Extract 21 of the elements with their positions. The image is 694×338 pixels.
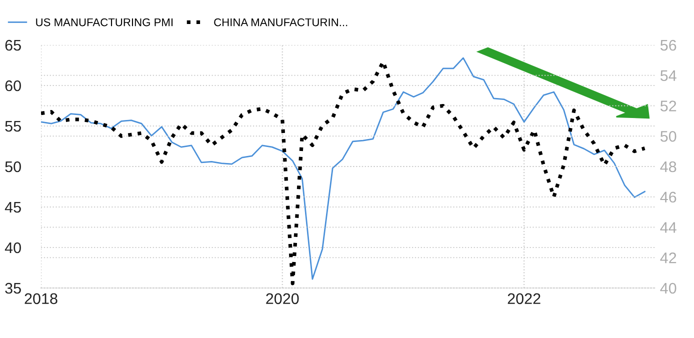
y2-tick-label: 40: [660, 282, 676, 294]
y2-tick-label: 46: [660, 192, 676, 203]
y2-tick-label: 52: [660, 100, 676, 112]
y2-tick-label: 50: [660, 130, 676, 142]
x-tick-label: 2018: [24, 293, 58, 304]
y-tick-label: 45: [4, 202, 21, 213]
y2-tick-label: 48: [660, 161, 676, 172]
y-tick-label: 50: [5, 161, 21, 172]
y2-tick-label: 54: [660, 70, 676, 82]
y-tick-label: 55: [5, 121, 21, 132]
y-tick-label: 65: [5, 40, 21, 51]
y2-tick-label: 42: [660, 252, 676, 264]
y-tick-label: 35: [5, 282, 21, 294]
y2-tick-label: 56: [660, 40, 676, 51]
legend-label: CHINA MANUFACTURIN...: [214, 18, 348, 26]
x-tick-label: 2022: [508, 293, 540, 304]
legend-label: US MANUFACTURING PMI: [36, 18, 173, 26]
y-tick-label: 60: [5, 80, 21, 92]
y2-tick-label: 44: [660, 222, 676, 233]
x-tick-label: 2020: [266, 293, 299, 304]
y-tick-label: 40: [4, 242, 21, 254]
